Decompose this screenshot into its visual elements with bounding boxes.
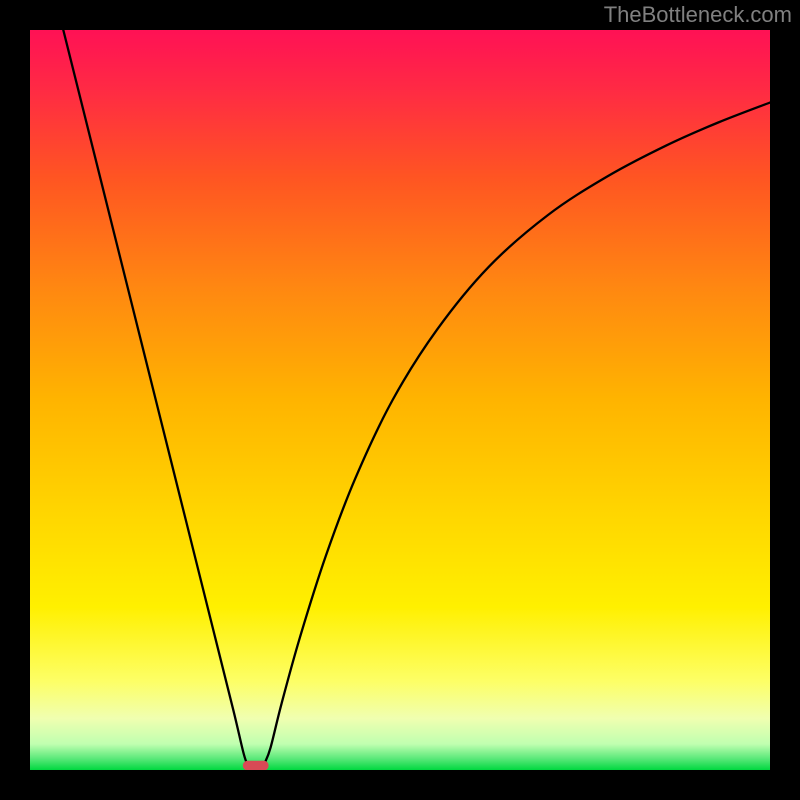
plot-svg <box>30 30 770 770</box>
plot-background <box>30 30 770 770</box>
watermark-text: TheBottleneck.com <box>604 2 792 28</box>
chart-container: TheBottleneck.com <box>0 0 800 800</box>
dip-marker <box>243 761 269 770</box>
plot-area <box>30 30 770 770</box>
